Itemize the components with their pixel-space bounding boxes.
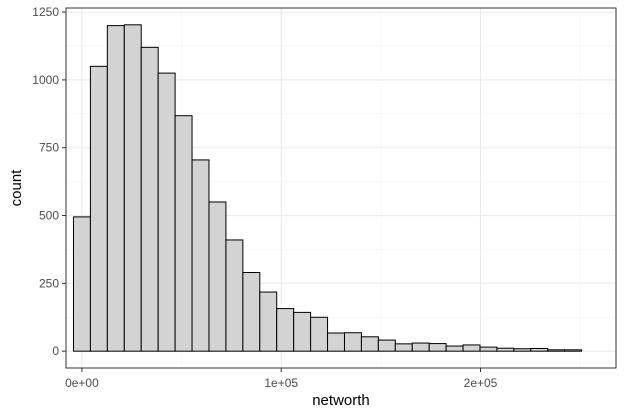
histogram-bar — [157, 72, 176, 352]
y-axis: 0 250 500 750 1000 1250 — [32, 5, 66, 358]
histogram-bar — [123, 24, 142, 352]
histogram-bar — [293, 311, 312, 352]
histogram-bar — [377, 339, 396, 352]
x-tick-label: 0e+00 — [65, 376, 99, 390]
histogram-bar — [360, 336, 379, 352]
y-tick-label: 1000 — [32, 73, 59, 87]
histogram-bar — [191, 159, 210, 352]
histogram-bar — [276, 308, 295, 352]
histogram-bar — [411, 342, 430, 352]
y-tick-label: 250 — [39, 276, 59, 290]
x-tick-label: 2e+05 — [464, 376, 498, 390]
histogram-bar — [394, 343, 413, 352]
histogram-bar — [140, 46, 159, 352]
panel-border — [65, 7, 617, 369]
x-tick-label: 1e+05 — [264, 376, 298, 390]
histogram-bar — [89, 65, 108, 352]
histogram-bar — [547, 349, 566, 352]
histogram-bar — [174, 115, 193, 352]
y-tick-label: 0 — [52, 344, 59, 358]
histogram-bar — [72, 216, 91, 352]
y-tick-label: 500 — [39, 209, 59, 223]
x-axis-title: networth — [312, 392, 370, 409]
histogram-bar — [225, 239, 244, 352]
histogram-bar — [445, 345, 464, 352]
histogram-bar — [106, 25, 125, 352]
histogram-bar — [513, 348, 532, 352]
histogram-bar — [310, 316, 329, 352]
histogram-bar — [343, 332, 362, 352]
histogram-bar — [496, 347, 515, 352]
histogram-bar — [564, 349, 583, 352]
y-axis-title: count — [8, 169, 25, 207]
histogram-bar — [208, 201, 227, 352]
histogram-bar — [530, 347, 549, 352]
y-tick-label: 750 — [39, 141, 59, 155]
histogram-bar — [479, 346, 498, 352]
histogram-bar — [327, 332, 345, 352]
histogram-bar — [462, 344, 481, 352]
histogram-bar — [428, 343, 447, 352]
histogram-bars — [72, 24, 583, 352]
histogram-bar — [242, 272, 261, 352]
x-axis: 0e+00 1e+05 2e+05 — [65, 368, 498, 390]
y-tick-label: 1250 — [32, 5, 59, 19]
histogram-bar — [259, 291, 278, 352]
